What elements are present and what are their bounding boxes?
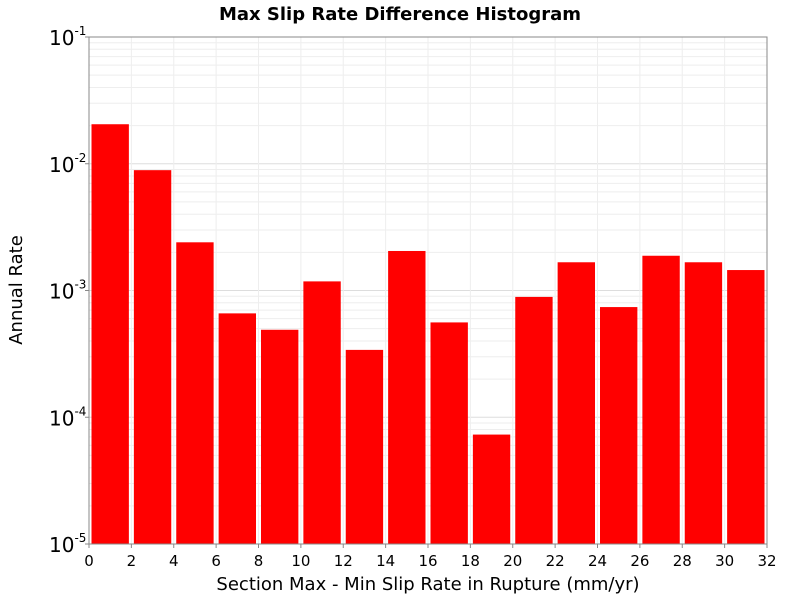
x-tick-label: 32	[757, 552, 776, 570]
x-tick-label: 14	[376, 552, 395, 570]
histogram-bar	[642, 255, 680, 544]
histogram-bar	[600, 307, 638, 544]
histogram-bar	[557, 262, 595, 544]
histogram-bar	[727, 270, 765, 544]
x-tick-label: 18	[461, 552, 480, 570]
x-tick-label: 10	[291, 552, 310, 570]
histogram-bar	[388, 250, 426, 544]
y-tick-label: 10-1	[49, 24, 86, 50]
y-tick-label: 10-4	[49, 404, 86, 430]
y-tick-label: 10-5	[49, 531, 86, 557]
x-tick-label: 20	[503, 552, 522, 570]
x-tick-label: 0	[84, 552, 94, 570]
chart-title: Max Slip Rate Difference Histogram	[219, 4, 581, 25]
x-tick-label: 26	[630, 552, 649, 570]
x-tick-label: 12	[334, 552, 353, 570]
x-ticks: 0 2 4 6 8 10 12 14 16 18 20 22 24 26 28 30 32	[84, 544, 777, 570]
x-tick-label: 24	[588, 552, 607, 570]
histogram-bar	[218, 313, 256, 544]
histogram-bar	[430, 322, 468, 544]
histogram-bar	[345, 349, 384, 544]
x-tick-label: 8	[254, 552, 264, 570]
histogram-bar	[472, 434, 511, 544]
histogram-bar	[515, 296, 553, 544]
histogram-bar	[91, 124, 129, 544]
x-tick-label: 4	[169, 552, 179, 570]
y-tick-label: 10-2	[49, 151, 86, 177]
x-tick-label: 2	[127, 552, 137, 570]
bars	[91, 124, 765, 545]
histogram-bar	[303, 281, 341, 544]
histogram-bar	[684, 262, 723, 544]
x-tick-label: 16	[418, 552, 437, 570]
histogram-bar	[261, 329, 299, 544]
x-tick-label: 6	[211, 552, 221, 570]
y-tick-label: 10-3	[49, 278, 86, 304]
histogram-bar	[133, 170, 172, 545]
x-tick-label: 30	[715, 552, 734, 570]
y-axis-label: Annual Rate	[6, 235, 27, 345]
x-tick-label: 28	[673, 552, 692, 570]
y-ticks: 10-1 10-2 10-3 10-4 10-5	[49, 24, 89, 557]
x-tick-label: 22	[546, 552, 565, 570]
histogram-bar	[176, 242, 214, 544]
x-axis-label: Section Max - Min Slip Rate in Rupture (…	[216, 574, 639, 595]
